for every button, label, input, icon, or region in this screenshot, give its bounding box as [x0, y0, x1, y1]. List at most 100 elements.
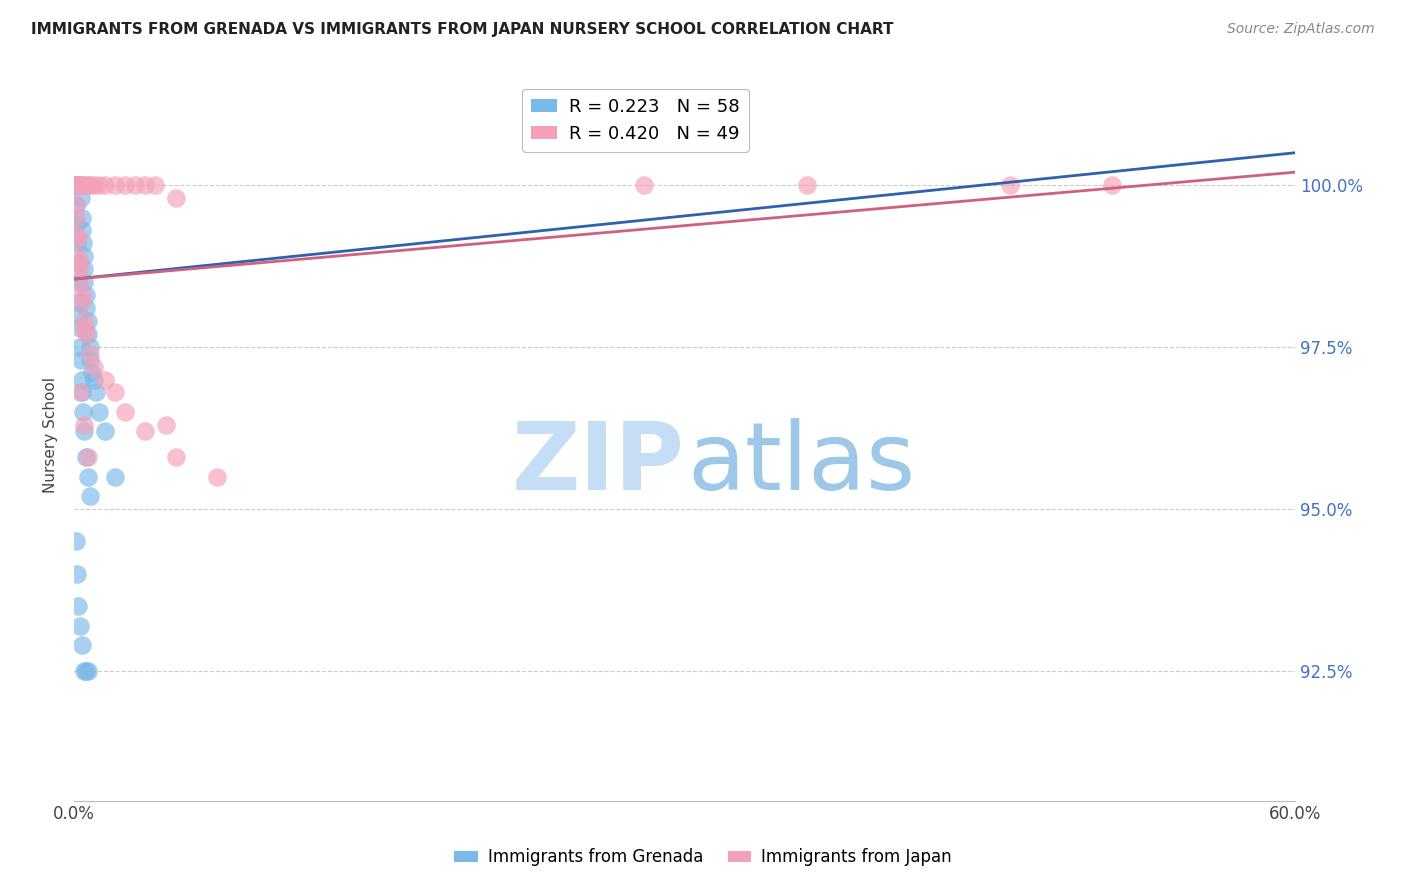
Point — [796, 178, 818, 193]
Point — [65, 178, 87, 193]
Point — [73, 314, 96, 328]
Point — [66, 178, 89, 193]
Legend: R = 0.223   N = 58, R = 0.420   N = 49: R = 0.223 N = 58, R = 0.420 N = 49 — [523, 88, 749, 152]
Point — [67, 178, 90, 193]
Point — [70, 372, 93, 386]
Point — [70, 294, 93, 309]
Point — [67, 178, 90, 193]
Point — [79, 353, 101, 368]
Point — [165, 191, 187, 205]
Point — [70, 353, 93, 368]
Point — [205, 469, 228, 483]
Text: IMMIGRANTS FROM GRENADA VS IMMIGRANTS FROM JAPAN NURSERY SCHOOL CORRELATION CHAR: IMMIGRANTS FROM GRENADA VS IMMIGRANTS FR… — [31, 22, 893, 37]
Point — [93, 425, 115, 439]
Point — [77, 664, 100, 678]
Point — [69, 178, 91, 193]
Point — [134, 178, 156, 193]
Point — [69, 276, 91, 290]
Point — [67, 294, 90, 309]
Point — [69, 320, 91, 334]
Point — [75, 178, 97, 193]
Point — [82, 366, 104, 380]
Point — [79, 340, 101, 354]
Point — [73, 249, 96, 263]
Point — [83, 359, 105, 374]
Point — [65, 211, 87, 225]
Point — [1101, 178, 1123, 193]
Point — [70, 288, 93, 302]
Point — [65, 178, 87, 193]
Point — [86, 385, 108, 400]
Point — [66, 178, 89, 193]
Point — [77, 469, 100, 483]
Point — [104, 178, 127, 193]
Point — [66, 256, 89, 270]
Point — [70, 211, 93, 225]
Point — [77, 450, 100, 465]
Point — [72, 405, 94, 419]
Point — [77, 178, 100, 193]
Point — [65, 217, 87, 231]
Point — [69, 618, 91, 632]
Point — [69, 256, 91, 270]
Point — [65, 178, 87, 193]
Point — [87, 405, 110, 419]
Point — [79, 346, 101, 360]
Point — [67, 230, 90, 244]
Point — [70, 191, 93, 205]
Point — [73, 417, 96, 432]
Point — [75, 301, 97, 316]
Point — [77, 327, 100, 342]
Point — [633, 178, 655, 193]
Point — [65, 534, 87, 549]
Point — [79, 178, 101, 193]
Legend: Immigrants from Grenada, Immigrants from Japan: Immigrants from Grenada, Immigrants from… — [447, 842, 959, 873]
Point — [67, 599, 90, 614]
Point — [67, 308, 90, 322]
Point — [134, 425, 156, 439]
Point — [77, 314, 100, 328]
Point — [79, 489, 101, 503]
Point — [75, 288, 97, 302]
Point — [70, 178, 93, 193]
Point — [69, 385, 91, 400]
Point — [83, 372, 105, 386]
Point — [83, 178, 105, 193]
Point — [69, 178, 91, 193]
Point — [66, 236, 89, 251]
Point — [65, 178, 87, 193]
Point — [75, 327, 97, 342]
Point — [75, 664, 97, 678]
Text: atlas: atlas — [688, 417, 915, 510]
Point — [67, 178, 90, 193]
Point — [70, 638, 93, 652]
Point — [65, 178, 87, 193]
Point — [70, 385, 93, 400]
Point — [75, 450, 97, 465]
Point — [67, 276, 90, 290]
Point — [66, 178, 89, 193]
Point — [93, 178, 115, 193]
Point — [65, 178, 87, 193]
Point — [87, 178, 110, 193]
Point — [70, 223, 93, 237]
Point — [104, 469, 127, 483]
Point — [73, 178, 96, 193]
Point — [67, 178, 90, 193]
Point — [104, 385, 127, 400]
Point — [145, 178, 167, 193]
Point — [66, 566, 89, 581]
Point — [72, 236, 94, 251]
Point — [93, 372, 115, 386]
Point — [67, 178, 90, 193]
Point — [155, 417, 177, 432]
Point — [66, 230, 89, 244]
Point — [69, 178, 91, 193]
Point — [124, 178, 146, 193]
Point — [114, 405, 136, 419]
Point — [65, 197, 87, 211]
Point — [69, 340, 91, 354]
Point — [73, 664, 96, 678]
Point — [114, 178, 136, 193]
Y-axis label: Nursery School: Nursery School — [44, 376, 58, 492]
